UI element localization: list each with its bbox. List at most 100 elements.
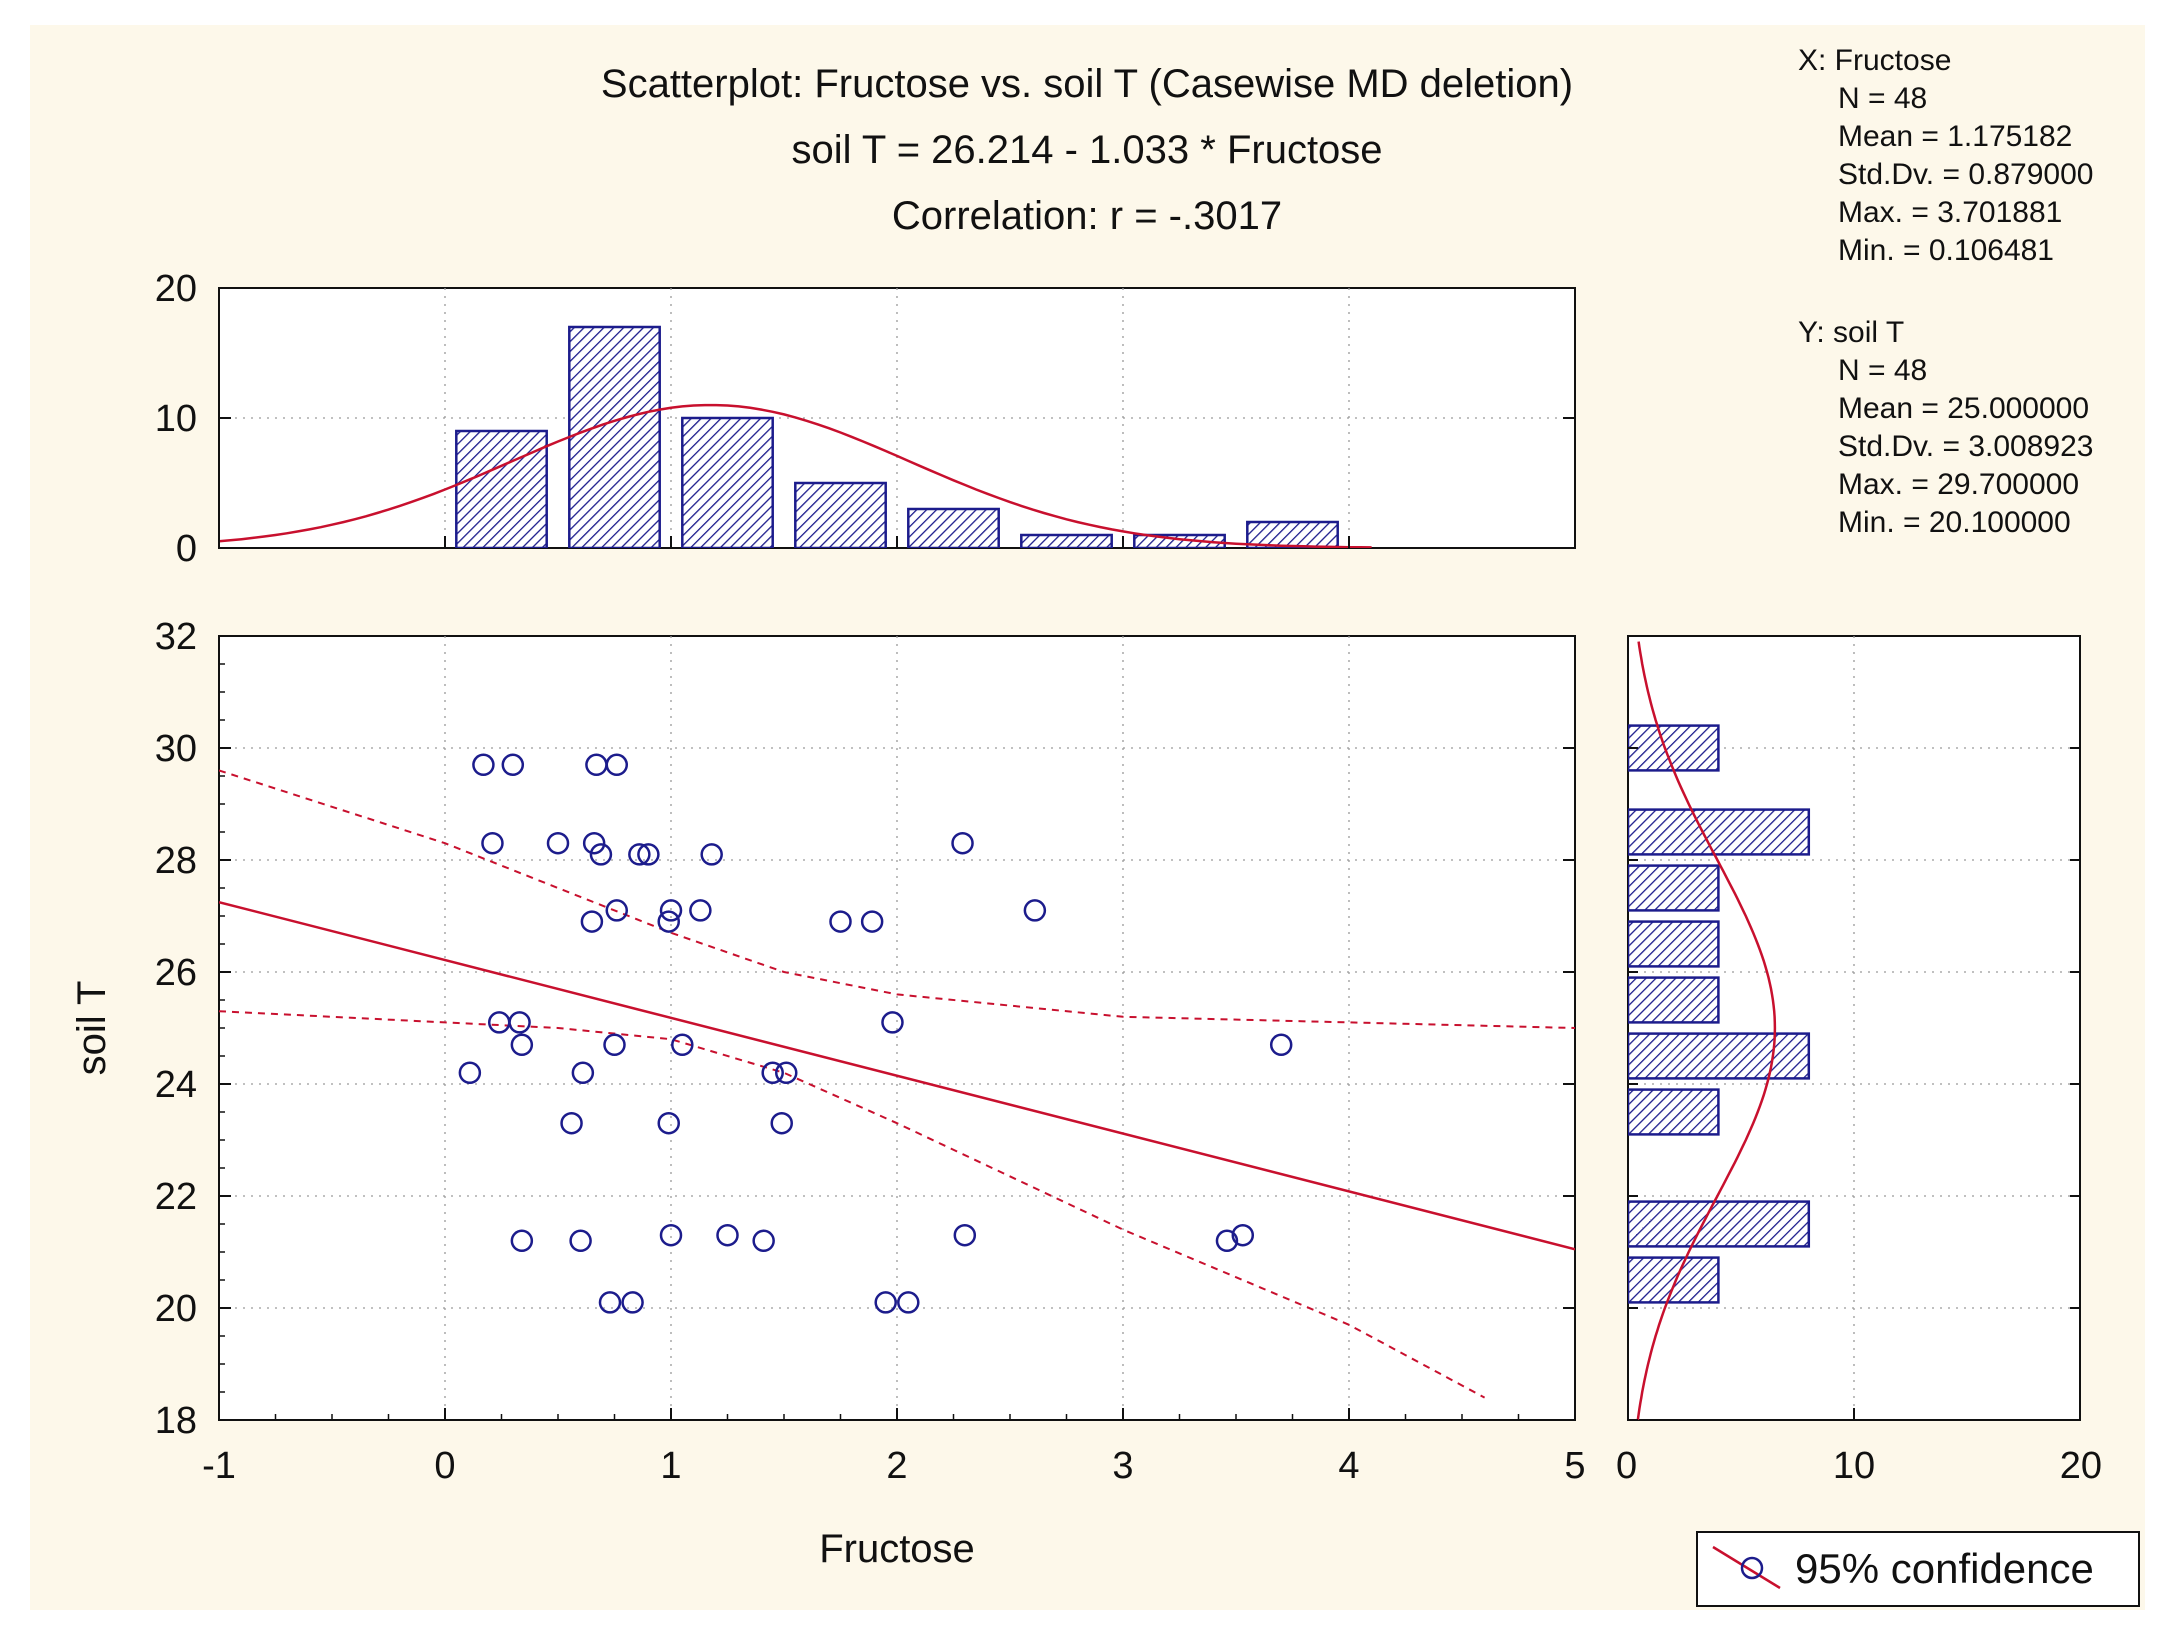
y-tick-label: 28 (155, 840, 197, 882)
x-tick-label: 5 (1564, 1445, 1585, 1487)
y-axis-label: soil T (70, 981, 114, 1076)
right-histogram-bar (1628, 864, 1720, 912)
scatter-point (657, 1111, 680, 1135)
scatter-point (897, 1291, 920, 1314)
x-tick-label: 3 (1112, 1445, 1133, 1487)
top-hist-y-tick-label: 10 (155, 398, 197, 440)
scatter-point (671, 1033, 694, 1057)
x-stats: X: Fructose N = 48 Mean = 1.175182 Std.D… (1798, 44, 2093, 267)
scatter-point (860, 910, 884, 933)
top-histogram-bar (907, 507, 1000, 548)
scatter-point (689, 899, 712, 922)
scatter-point (874, 1291, 897, 1314)
y-tick-label: 32 (155, 616, 197, 658)
scatter-point (659, 1223, 683, 1247)
legend-box (1696, 1531, 2140, 1607)
y-stats-line: Std.Dv. = 3.008923 (1838, 430, 2093, 463)
scatter-point (598, 1291, 622, 1314)
top-histogram-bar (1020, 533, 1113, 548)
scatter-point (829, 910, 852, 933)
x-stats-line: Std.Dv. = 0.879000 (1838, 158, 2093, 191)
right-normal-fit-curve (1636, 641, 1777, 1420)
y-tick-label: 24 (155, 1064, 197, 1106)
scatter-point (628, 843, 651, 866)
y-stats-line: Mean = 25.000000 (1838, 392, 2089, 425)
scatter-point (700, 843, 723, 866)
scatter-point (605, 899, 629, 922)
scatter-point (510, 1033, 534, 1057)
axis-ticks: -1 0 1 2 3 4 5 18 20 22 24 26 28 30 32 0 10 20 0 10 20 (155, 268, 2102, 1487)
scatter-point (1231, 1223, 1255, 1247)
scatter-points (458, 753, 1293, 1314)
y-stats-line: N = 48 (1838, 354, 1927, 387)
y-stats-line: Max. = 29.700000 (1838, 468, 2079, 501)
x-tick-label: 1 (660, 1445, 681, 1487)
scatter-point (580, 910, 604, 933)
scatter-point (1023, 899, 1047, 922)
y-tick-label: 18 (155, 1400, 197, 1442)
x-tick-label: 4 (1338, 1445, 1359, 1487)
scatter-point (481, 831, 504, 855)
y-tick-label: 30 (155, 728, 197, 770)
scatter-point (501, 753, 525, 777)
right-hist-x-tick-label: 10 (1833, 1445, 1875, 1487)
regression-layer (219, 769, 1575, 1399)
right-histogram-bar (1628, 1032, 1811, 1080)
top-histogram-bar (1133, 533, 1226, 548)
x-stats-line: Min. = 0.106481 (1838, 234, 2054, 267)
y-tick-label: 22 (155, 1176, 197, 1218)
top-histogram-bar (568, 325, 661, 548)
regression-line (219, 900, 1575, 1251)
top-histogram (219, 325, 1372, 548)
x-stats-line: Mean = 1.175182 (1838, 120, 2072, 153)
x-tick-label: -1 (202, 1445, 236, 1487)
x-tick-label: 0 (434, 1445, 455, 1487)
confidence-band-lower (219, 1010, 1486, 1399)
scatter-point (472, 753, 495, 777)
right-histogram-bar (1628, 1256, 1720, 1304)
scatter-point (603, 1033, 626, 1057)
scatter-point (752, 1229, 775, 1253)
right-histogram-bar (1628, 1088, 1720, 1136)
top-histogram-bar (1246, 520, 1339, 548)
scatter-point (659, 899, 683, 922)
scatter-point (582, 831, 606, 855)
scatter-point (621, 1291, 644, 1314)
regression-equation: soil T = 26.214 - 1.033 * Fructose (791, 128, 1382, 172)
top-histogram-bar (681, 416, 774, 548)
scatter-point (637, 843, 660, 866)
right-hist-x-tick-label: 20 (2060, 1445, 2102, 1487)
scatter-point (951, 831, 974, 855)
y-stats-line: Min. = 20.100000 (1838, 506, 2071, 539)
grid-layer (219, 288, 2080, 1420)
scatter-point (761, 1061, 784, 1085)
legend-line-swatch (1712, 1545, 1781, 1590)
right-histogram-bar (1628, 1200, 1811, 1248)
right-histogram-bar (1628, 920, 1720, 968)
correlation-label: Correlation: r = -.3017 (892, 194, 1282, 238)
top-histogram-bar (794, 481, 887, 548)
scatter-point (569, 1229, 592, 1253)
scatter-point (953, 1223, 977, 1247)
right-histogram-bar (1628, 976, 1720, 1024)
legend-label: 95% confidence (1795, 1545, 2094, 1592)
legend-marker-swatch (1740, 1556, 1764, 1580)
scatter-point (560, 1111, 583, 1135)
scatter-point (881, 1011, 904, 1034)
scatter-point (1215, 1229, 1239, 1253)
scatter-point (605, 753, 629, 777)
x-stats-line: Max. = 3.701881 (1838, 196, 2062, 229)
top-normal-fit-curve (219, 403, 1372, 548)
top-histogram-bar (455, 429, 548, 548)
y-stats-header: Y: soil T (1798, 316, 1904, 349)
right-histogram (1628, 641, 1811, 1420)
right-hist-x-tick-label: 0 (1616, 1445, 1637, 1487)
x-axis-label: Fructose (819, 1527, 975, 1571)
scatter-point (716, 1223, 739, 1247)
scatter-point (458, 1061, 482, 1085)
x-tick-label: 2 (886, 1445, 907, 1487)
scatter-point (770, 1111, 793, 1135)
x-stats-header: X: Fructose (1798, 44, 1951, 77)
scatter-point (510, 1229, 534, 1253)
